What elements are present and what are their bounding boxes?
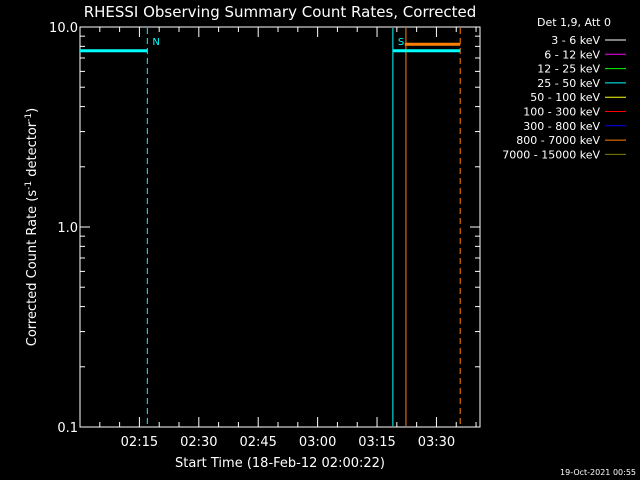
x-axis-label: Start Time (18-Feb-12 02:00:22) xyxy=(175,456,385,471)
footer-date: 19-Oct-2021 00:55 xyxy=(560,468,636,477)
x-tick-label: 02:45 xyxy=(239,435,276,450)
x-tick-label: 02:15 xyxy=(121,435,158,450)
x-tick-label: 02:30 xyxy=(180,435,217,450)
x-tick-label: 03:00 xyxy=(299,435,336,450)
y-axis-label-end: ) xyxy=(25,108,40,113)
x-tick-label: 03:30 xyxy=(418,435,455,450)
legend-entry-label: 6 - 12 keV xyxy=(544,48,600,61)
y-axis-label: Corrected Count Rate (s-1 detector-1) xyxy=(24,108,40,346)
chart-title: RHESSI Observing Summary Count Rates, Co… xyxy=(84,3,477,21)
legend-entry-label: 3 - 6 keV xyxy=(551,34,600,47)
vertical-marker-label: S xyxy=(398,37,404,48)
legend-header: Det 1,9, Att 0 xyxy=(537,16,611,29)
x-tick-label: 03:15 xyxy=(358,435,395,450)
y-tick-label: 0.1 xyxy=(57,421,78,436)
legend-entry-label: 800 - 7000 keV xyxy=(516,134,600,147)
y-axis-label-main: Corrected Count Rate (s xyxy=(25,190,40,347)
y-tick-label: 1.0 xyxy=(57,221,78,236)
plot-area: 0.1 1.0 10.0 02:15 02:30 02:45 03:00 03:15 03:3… xyxy=(49,21,481,450)
legend-entry-label: 7000 - 15000 keV xyxy=(502,148,600,161)
legend-entry-label: 25 - 50 keV xyxy=(537,77,600,90)
vertical-marker-label: N xyxy=(152,37,159,48)
legend-entry-label: 100 - 300 keV xyxy=(523,106,600,119)
legend-entry-label: 50 - 100 keV xyxy=(530,91,600,104)
y-axis-label-mid: detector xyxy=(25,121,40,181)
x-axis: 02:15 02:30 02:45 03:00 03:15 03:30 xyxy=(99,27,477,450)
y-tick-label: 10.0 xyxy=(49,21,78,36)
legend-entry-label: 12 - 25 keV xyxy=(537,63,600,76)
legend-entry-label: 300 - 800 keV xyxy=(523,120,600,133)
y-axis: 0.1 1.0 10.0 xyxy=(49,21,480,436)
y-axis-label-sup2: -1 xyxy=(24,113,34,122)
series-lines xyxy=(80,42,461,53)
y-axis-label-sup1: -1 xyxy=(24,181,34,190)
